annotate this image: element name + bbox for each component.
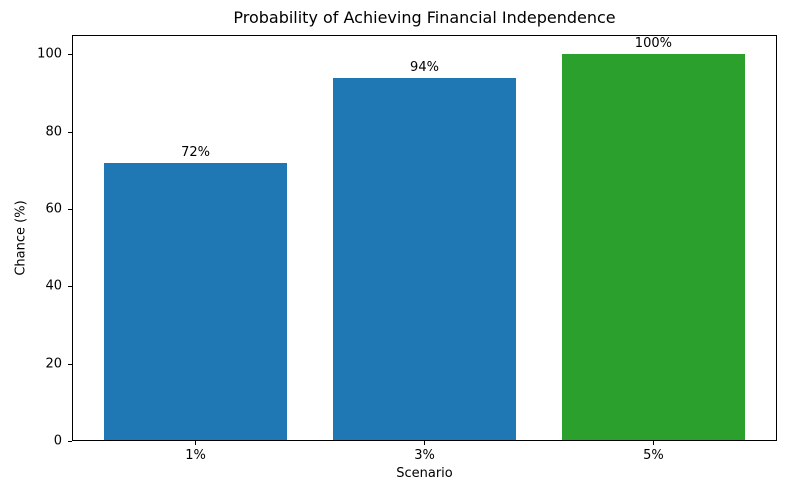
y-tick-label: 20 [45, 356, 62, 372]
chart-title: Probability of Achieving Financial Indep… [233, 8, 616, 27]
x-tick-label: 1% [185, 448, 206, 463]
y-tick-mark [68, 441, 72, 442]
x-tick-mark [195, 441, 197, 445]
y-tick-mark [68, 131, 72, 133]
bar-value-label: 94% [410, 59, 439, 75]
y-tick-label: 0 [53, 433, 62, 449]
x-axis-label: Scenario [396, 466, 453, 481]
y-tick-label: 40 [45, 278, 62, 294]
x-tick-mark [652, 441, 654, 445]
x-tick-label: 3% [414, 448, 435, 463]
bar-5% [561, 54, 745, 441]
y-tick-label: 100 [37, 46, 62, 62]
y-tick-mark [68, 363, 72, 365]
bar-1% [104, 162, 288, 441]
y-tick-mark [68, 54, 72, 56]
bar-value-label: 100% [634, 36, 672, 52]
x-tick-label: 5% [643, 448, 664, 463]
bar-3% [332, 77, 517, 441]
bar-value-label: 72% [181, 144, 211, 160]
plot-area-frame [72, 35, 777, 441]
y-tick-label: 80 [45, 124, 62, 140]
y-tick-mark [68, 286, 72, 288]
x-tick-mark [424, 441, 425, 445]
y-tick-mark [68, 209, 72, 210]
y-tick-label: 60 [45, 201, 62, 217]
